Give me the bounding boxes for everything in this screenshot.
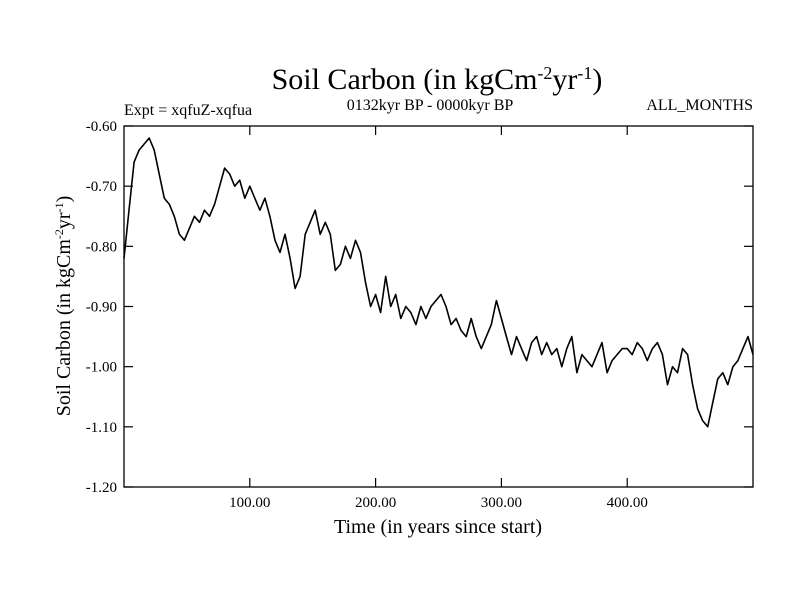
y-tick-label: -1.00 — [86, 360, 117, 376]
x-axis-title: Time (in years since start) — [334, 516, 542, 538]
x-tick-label: 200.00 — [355, 495, 396, 511]
period-label: 0132kyr BP - 0000kyr BP — [347, 97, 514, 114]
x-tick-label: 300.00 — [481, 495, 522, 511]
chart-title: Soil Carbon (in kgCm-2yr-1) — [272, 63, 603, 96]
y-tick-label: -0.80 — [86, 239, 117, 255]
y-tick-label: -0.90 — [86, 300, 117, 316]
experiment-label: Expt = xqfuZ-xqfua — [124, 102, 252, 119]
y-tick-label: -1.20 — [86, 480, 117, 496]
plot-frame — [123, 125, 754, 488]
x-tick-label: 100.00 — [229, 495, 270, 511]
season-label: ALL_MONTHS — [646, 97, 753, 114]
y-axis: -0.60 -0.70 -0.80 -0.90 -1.00 -1.10 -1.20 — [86, 119, 753, 496]
x-axis: 100.00 200.00 300.00 400.00 — [229, 126, 648, 511]
x-tick-label: 400.00 — [607, 495, 648, 511]
y-axis-title: Soil Carbon (in kgCm-2yr-1) — [52, 196, 75, 417]
y-tick-label: -0.60 — [86, 119, 117, 135]
y-tick-label: -1.10 — [86, 420, 117, 436]
series-line — [123, 137, 754, 428]
y-tick-label: -0.70 — [86, 179, 117, 195]
